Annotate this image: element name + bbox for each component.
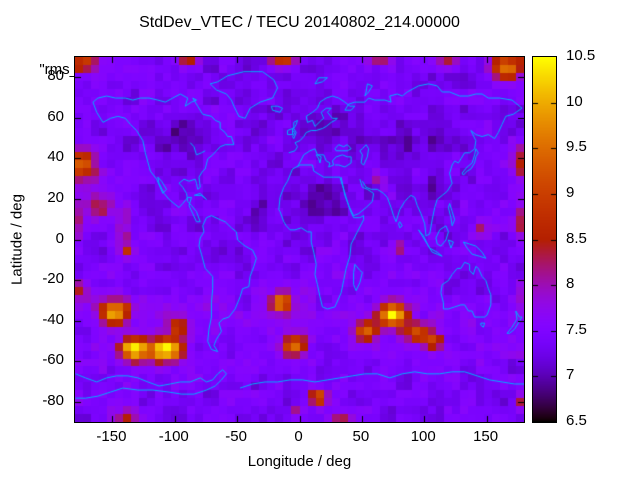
y-tick-label: 80 xyxy=(47,67,64,85)
x-axis-label: Longitude / deg xyxy=(247,453,352,470)
legend-key-label: "rms_ xyxy=(39,61,78,78)
colorbar-tick-label: 9.5 xyxy=(566,138,587,156)
plot-title: StdDev_VTEC / TECU 20140802_214.00000 xyxy=(139,14,460,31)
colorbar-canvas xyxy=(532,56,557,423)
y-tick-label: -40 xyxy=(42,310,64,328)
y-tick-label: 60 xyxy=(47,107,64,125)
x-tick-label: 50 xyxy=(352,428,370,445)
x-tick-label: -50 xyxy=(225,428,247,445)
x-tick-label: -150 xyxy=(96,428,127,445)
colorbar-tick-label: 10.5 xyxy=(566,47,596,64)
x-tick-label: -100 xyxy=(158,428,189,445)
y-tick-label: -20 xyxy=(42,270,64,288)
colorbar-tick-label: 6.5 xyxy=(566,412,587,429)
colorbar-tick-label: 7 xyxy=(566,366,575,384)
y-tick-label: -60 xyxy=(42,351,64,369)
x-tick-label: 0 xyxy=(294,428,303,445)
y-tick-label: 0 xyxy=(55,229,64,247)
colorbar-tick-label: 8 xyxy=(566,275,575,293)
colorbar-tick-label: 8.5 xyxy=(566,229,587,247)
x-tick-label: 100 xyxy=(410,428,436,445)
y-tick-label: 20 xyxy=(47,188,64,206)
heatmap-canvas xyxy=(74,56,525,423)
y-tick-label: -80 xyxy=(42,391,64,409)
colorbar-tick-label: 10 xyxy=(566,92,583,110)
colorbar-tick-label: 9 xyxy=(566,183,575,201)
y-tick-label: 40 xyxy=(47,148,64,166)
x-tick-label: 150 xyxy=(473,428,499,445)
colorbar-tick-label: 7.5 xyxy=(566,320,587,338)
